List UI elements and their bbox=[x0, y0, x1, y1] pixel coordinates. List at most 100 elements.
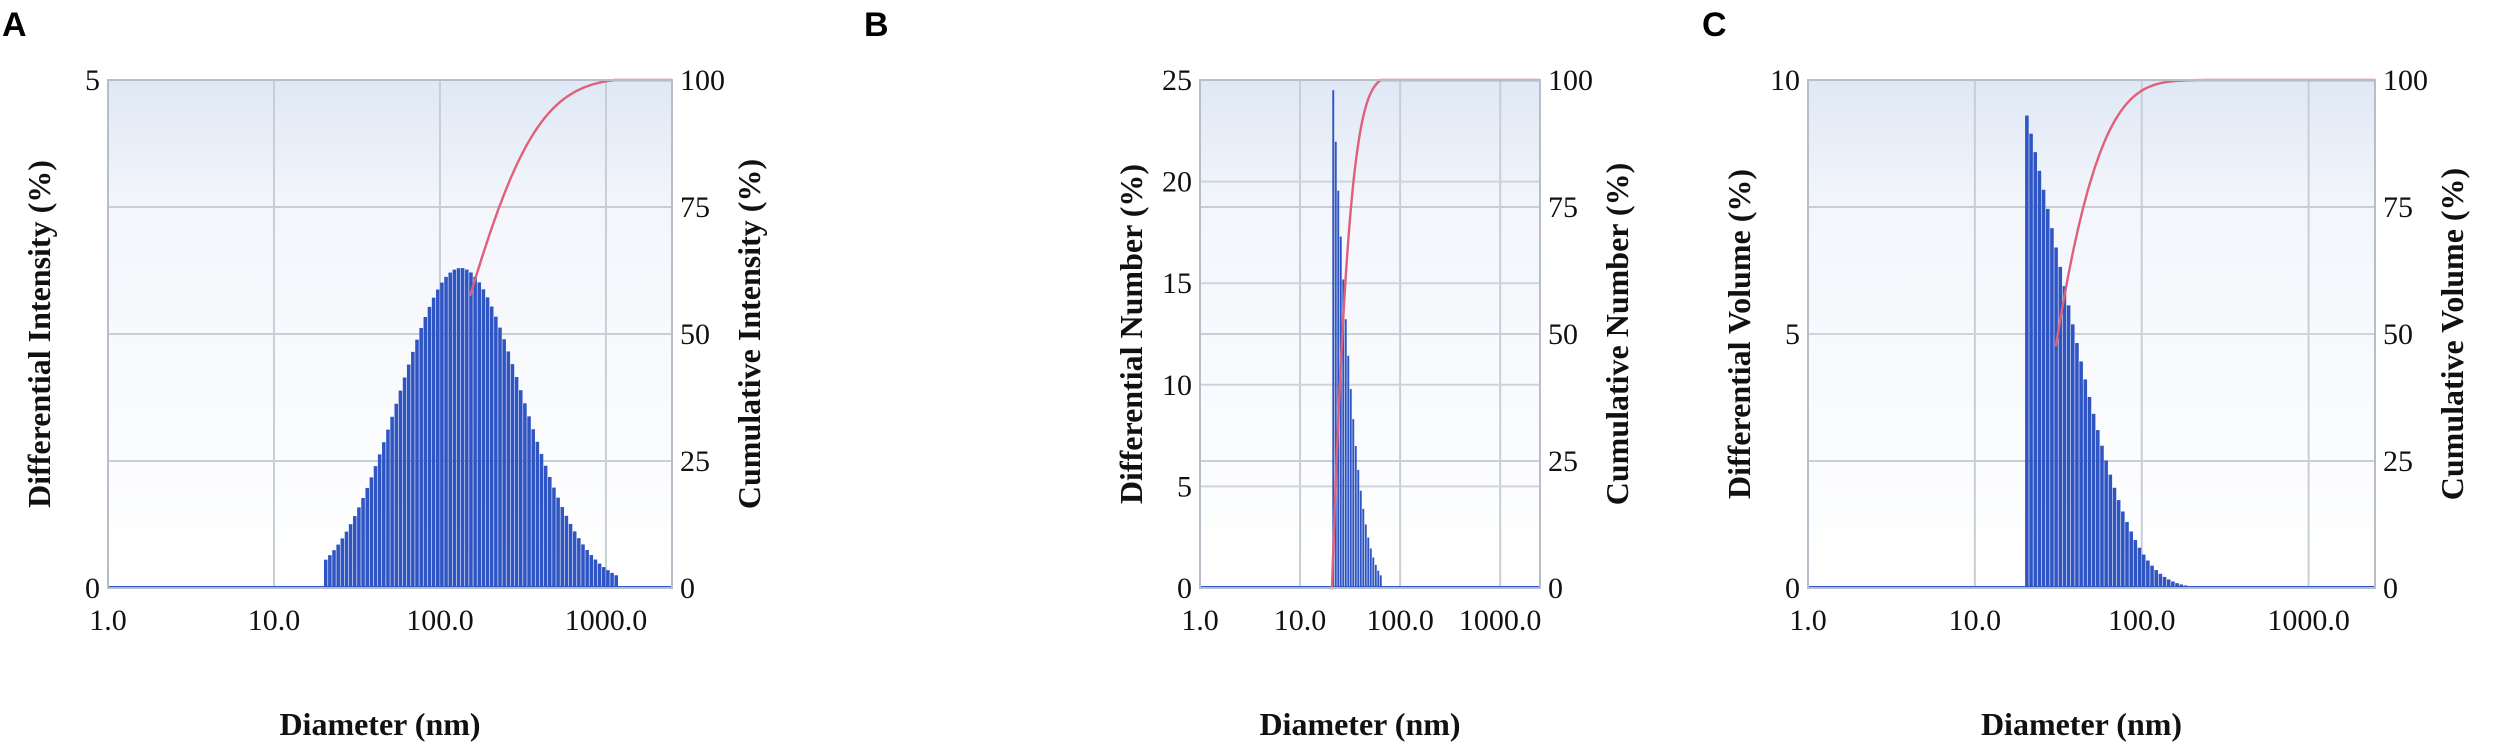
bar bbox=[539, 453, 544, 588]
bar bbox=[2058, 266, 2063, 588]
bar bbox=[1347, 355, 1350, 588]
y2-tick-label: 0 bbox=[1548, 572, 1563, 605]
bar bbox=[394, 403, 399, 588]
bar bbox=[489, 306, 494, 588]
plot-frame bbox=[1807, 79, 2376, 589]
bar bbox=[2146, 560, 2150, 588]
x-tick-label: 1.0 bbox=[1789, 604, 1827, 637]
bar bbox=[2096, 430, 2100, 588]
bar bbox=[494, 316, 498, 588]
bar bbox=[2166, 579, 2171, 588]
bar bbox=[548, 476, 552, 588]
bar bbox=[448, 272, 452, 588]
bar bbox=[2116, 500, 2121, 588]
bar bbox=[2083, 379, 2088, 588]
bar bbox=[2062, 286, 2067, 588]
bar bbox=[348, 524, 353, 588]
x-tick-label: 10.0 bbox=[1274, 604, 1327, 637]
cumulative-line bbox=[468, 78, 672, 297]
bar bbox=[606, 570, 610, 588]
y2-tick-label: 50 bbox=[1548, 318, 1578, 351]
bar bbox=[2100, 445, 2104, 588]
bar bbox=[332, 550, 336, 588]
bar bbox=[514, 377, 519, 588]
y-tick-label: 10 bbox=[1770, 64, 1800, 97]
bar bbox=[2141, 554, 2146, 588]
bar bbox=[1362, 508, 1365, 588]
bar bbox=[1332, 90, 1335, 588]
bar bbox=[411, 351, 415, 588]
x-tick-label: 1000.0 bbox=[2267, 604, 2350, 637]
x-tick-label: 1000.0 bbox=[565, 604, 648, 637]
bar bbox=[386, 429, 390, 588]
y2-tick-label: 25 bbox=[2383, 445, 2413, 478]
bar bbox=[340, 538, 345, 588]
bar bbox=[481, 289, 486, 588]
bar bbox=[2175, 583, 2179, 588]
bar bbox=[1339, 236, 1342, 588]
bar bbox=[465, 269, 469, 588]
bar bbox=[597, 563, 602, 588]
y-tick-label: 5 bbox=[85, 64, 100, 97]
bar bbox=[2037, 170, 2042, 589]
y2-tick-label: 50 bbox=[2383, 318, 2413, 351]
y-tick-label: 0 bbox=[85, 572, 100, 605]
bar bbox=[406, 364, 411, 588]
y-tick-label: 10 bbox=[1162, 369, 1192, 402]
panel-letter: C bbox=[1702, 6, 1727, 44]
chart-panel-b: B1.0 10.0 100.0 1000.005101520250255075100D… bbox=[864, 6, 1635, 742]
bar bbox=[498, 327, 502, 588]
plot-frame bbox=[107, 79, 673, 589]
y2-tick-label: 0 bbox=[2383, 572, 2398, 605]
panel-letter: B bbox=[864, 6, 889, 44]
bar bbox=[352, 516, 357, 588]
y-axis-title: Differential Number (%) bbox=[1113, 164, 1149, 504]
bar bbox=[373, 466, 378, 588]
x-axis-title: Diameter (nm) bbox=[1981, 706, 2182, 742]
bar bbox=[552, 487, 556, 588]
bar bbox=[398, 390, 403, 588]
bar bbox=[585, 550, 589, 588]
x-tick-label: 1.0 bbox=[1181, 604, 1219, 637]
bar-series bbox=[2025, 115, 2204, 589]
bar bbox=[419, 327, 423, 588]
bar bbox=[2150, 565, 2154, 588]
bar bbox=[402, 377, 407, 588]
bar bbox=[361, 497, 365, 588]
bar bbox=[2070, 324, 2075, 588]
y2-axis-title: Cumulative Number (%) bbox=[1599, 163, 1635, 506]
bar bbox=[427, 306, 432, 588]
bar bbox=[452, 269, 457, 588]
bar bbox=[2041, 189, 2046, 589]
bar bbox=[456, 268, 461, 588]
bar bbox=[415, 339, 419, 588]
bar bbox=[336, 544, 340, 588]
bar bbox=[506, 351, 511, 588]
bar bbox=[2129, 531, 2133, 588]
bar bbox=[2133, 540, 2138, 588]
bar bbox=[1352, 419, 1355, 588]
bar bbox=[423, 317, 428, 588]
bar bbox=[365, 487, 369, 588]
y-tick-label: 25 bbox=[1162, 64, 1192, 97]
bar bbox=[2079, 361, 2083, 588]
bar bbox=[1337, 190, 1340, 588]
bar bbox=[1367, 537, 1370, 588]
bar bbox=[601, 567, 606, 588]
chart-panel-c: C1.0 10.0 100.0 1000.005100255075100Diamete… bbox=[1702, 6, 2470, 742]
y-tick-label: 5 bbox=[1177, 470, 1192, 503]
bar bbox=[564, 515, 569, 588]
y-tick-label: 0 bbox=[1785, 572, 1800, 605]
bar bbox=[2104, 460, 2108, 588]
y2-tick-label: 75 bbox=[1548, 191, 1578, 224]
bar bbox=[510, 364, 515, 588]
bar bbox=[572, 531, 577, 588]
bar bbox=[485, 297, 490, 588]
bar bbox=[543, 465, 548, 588]
y2-tick-label: 25 bbox=[1548, 445, 1578, 478]
bar bbox=[1374, 564, 1377, 588]
bar bbox=[593, 559, 598, 588]
bar bbox=[523, 403, 527, 588]
bar bbox=[2066, 305, 2071, 588]
bar bbox=[1349, 389, 1352, 588]
